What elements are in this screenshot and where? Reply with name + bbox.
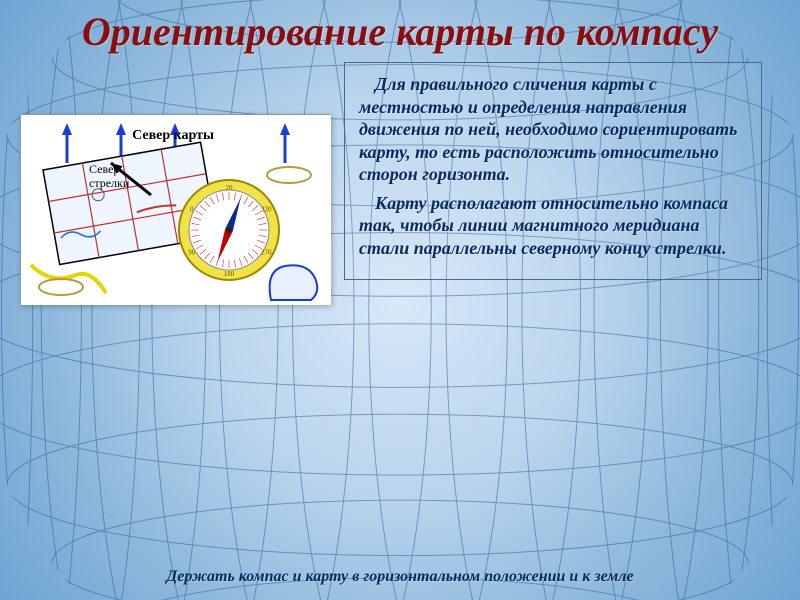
paragraph-1: Для правильного сличения карты с местнос… bbox=[359, 73, 747, 186]
paragraph-2: Карту располагают относительно компаса т… bbox=[359, 192, 747, 260]
svg-text:20: 20 bbox=[226, 184, 234, 192]
svg-text:320: 320 bbox=[261, 206, 272, 214]
slide-title: Ориентирование карты по компасу bbox=[40, 10, 760, 54]
compass-map-figure: 20 320 270 180 90 0 Север карты Северстрелки bbox=[20, 114, 330, 304]
svg-text:180: 180 bbox=[224, 270, 235, 278]
svg-text:Север: Север bbox=[89, 162, 119, 176]
footer-caption: Держать компас и карту в горизонтальном … bbox=[0, 568, 800, 586]
svg-text:0: 0 bbox=[190, 206, 194, 214]
svg-text:стрелки: стрелки bbox=[89, 176, 130, 190]
svg-text:Север карты: Север карты bbox=[132, 128, 214, 143]
svg-text:90: 90 bbox=[188, 249, 196, 257]
explanation-text-box: Для правильного сличения карты с местнос… bbox=[344, 62, 762, 280]
svg-text:270: 270 bbox=[261, 249, 272, 257]
